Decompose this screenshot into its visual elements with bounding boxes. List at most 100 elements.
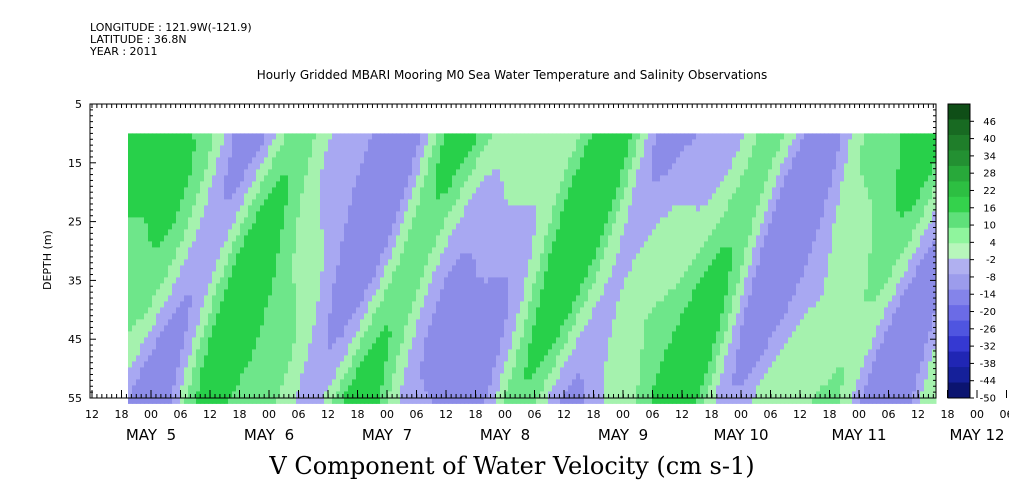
heatmap-cell [496,241,501,248]
heatmap-cell [188,379,193,386]
heatmap-cell [204,385,209,392]
heatmap-cell [384,211,389,218]
heatmap-cell [340,157,345,164]
heatmap-cell [536,379,541,386]
heatmap-cell [336,163,341,170]
heatmap-cell [360,367,365,374]
heatmap-cell [412,181,417,188]
heatmap-cell [464,397,469,404]
heatmap-cell [128,235,133,242]
heatmap-cell [208,301,213,308]
heatmap-cell [536,313,541,320]
heatmap-cell [352,325,357,332]
heatmap-cell [260,151,265,158]
heatmap-cell [380,145,385,152]
heatmap-cell [324,277,329,284]
heatmap-cell [136,337,141,344]
heatmap-cell [540,313,545,320]
heatmap-cell [204,367,209,374]
heatmap-cell [316,175,321,182]
heatmap-cell [476,319,481,326]
heatmap-cell [476,133,481,140]
heatmap-cell [556,187,561,194]
heatmap-cell [568,133,573,140]
heatmap-cell [316,163,321,170]
heatmap-cell [204,271,209,278]
heatmap-cell [520,319,525,326]
heatmap-cell [384,277,389,284]
heatmap-cell [360,193,365,200]
heatmap-cell [544,235,549,242]
heatmap-cell [552,367,557,374]
heatmap-cell [316,223,321,230]
heatmap-cell [364,205,369,212]
heatmap-cell [380,241,385,248]
heatmap-cell [448,343,453,350]
heatmap-cell [352,253,357,260]
heatmap-cell [192,253,197,260]
heatmap-cell [232,181,237,188]
heatmap-cell [456,193,461,200]
heatmap-cell [436,253,441,260]
heatmap-cell [156,367,161,374]
heatmap-cell [276,271,281,278]
heatmap-cell [564,373,569,380]
heatmap-cell [472,385,477,392]
heatmap-cell [468,205,473,212]
heatmap-cell [248,169,253,176]
heatmap-cell [192,397,197,404]
heatmap-cell [508,331,513,338]
heatmap-cell [376,295,381,302]
heatmap-cell [460,145,465,152]
heatmap-cell [468,229,473,236]
heatmap-cell [424,367,429,374]
heatmap-cell [560,223,565,230]
heatmap-cell [508,373,513,380]
heatmap-cell [408,367,413,374]
heatmap-cell [548,175,553,182]
heatmap-cell [308,373,313,380]
heatmap-cell [164,169,169,176]
heatmap-cell [528,157,533,164]
heatmap-cell [456,157,461,164]
heatmap-cell [288,169,293,176]
heatmap-cell [236,133,241,140]
heatmap-cell [320,145,325,152]
heatmap-cell [136,271,141,278]
heatmap-cell [360,295,365,302]
heatmap-cell [376,391,381,398]
heatmap-cell [416,211,421,218]
heatmap-cell [332,241,337,248]
heatmap-cell [476,253,481,260]
heatmap-cell [400,367,405,374]
heatmap-cell [564,151,569,158]
heatmap-cell [148,205,153,212]
heatmap-cell [468,133,473,140]
heatmap-cell [144,217,149,224]
heatmap-cell [204,205,209,212]
heatmap-cell [412,379,417,386]
heatmap-cell [432,259,437,266]
heatmap-cell [420,319,425,326]
heatmap-cell [464,325,469,332]
heatmap-cell [540,385,545,392]
heatmap-cell [568,199,573,206]
heatmap-cell [468,193,473,200]
heatmap-cell [184,391,189,398]
heatmap-cell [424,229,429,236]
heatmap-cell [296,355,301,362]
heatmap-cell [168,319,173,326]
heatmap-cell [472,397,477,404]
heatmap-cell [280,307,285,314]
heatmap-cell [216,337,221,344]
heatmap-cell [332,217,337,224]
heatmap-cell [216,301,221,308]
heatmap-cell [332,385,337,392]
heatmap-cell [168,373,173,380]
heatmap-cell [212,229,217,236]
heatmap-cell [288,181,293,188]
heatmap-cell [152,211,157,218]
heatmap-cell [228,259,233,266]
heatmap-cell [464,193,469,200]
heatmap-cell [528,139,533,146]
